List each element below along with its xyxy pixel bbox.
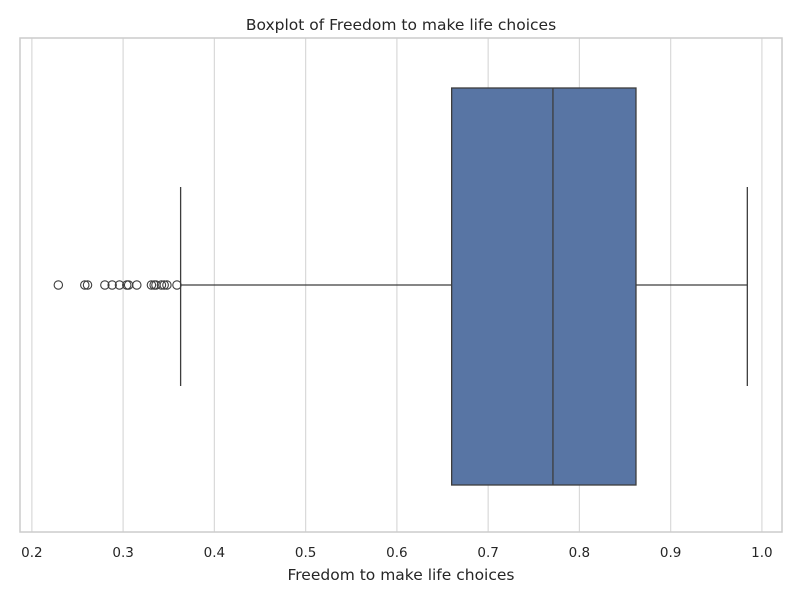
outlier-point — [123, 280, 134, 290]
interquartile-box — [450, 87, 637, 486]
x-axis-label: Freedom to make life choices — [287, 566, 514, 584]
outlier-point — [100, 280, 110, 290]
boxplot-group — [179, 87, 748, 486]
outlier-point — [172, 280, 182, 290]
outlier-point — [80, 280, 90, 290]
outlier-point — [156, 280, 167, 290]
outlier-points — [53, 280, 182, 290]
chart-title: Boxplot of Freedom to make life choices — [246, 16, 556, 34]
x-tick-label: 0.8 — [569, 545, 590, 561]
x-tick-label: 0.7 — [477, 545, 498, 561]
outlier-point — [107, 280, 117, 290]
outlier-point — [132, 280, 142, 290]
outlier-point — [53, 280, 64, 290]
x-tick-label: 0.2 — [21, 545, 42, 561]
outlier-point — [146, 280, 157, 290]
x-tick-label: 0.9 — [660, 545, 681, 561]
outlier-point — [159, 280, 169, 290]
outlier-point — [82, 280, 93, 290]
outlier-point — [114, 280, 125, 290]
x-tick-label: 1.0 — [751, 545, 772, 561]
x-axis-ticks: 0.2 0.3 0.4 0.5 0.6 0.7 0.8 0.9 1.0 — [21, 545, 773, 561]
x-tick-label: 0.3 — [112, 545, 133, 561]
x-tick-label: 0.4 — [204, 545, 225, 561]
x-tick-label: 0.6 — [386, 545, 407, 561]
plot-area-frame — [19, 37, 783, 533]
outlier-point — [162, 280, 172, 290]
x-tick-label: 0.5 — [295, 545, 316, 561]
